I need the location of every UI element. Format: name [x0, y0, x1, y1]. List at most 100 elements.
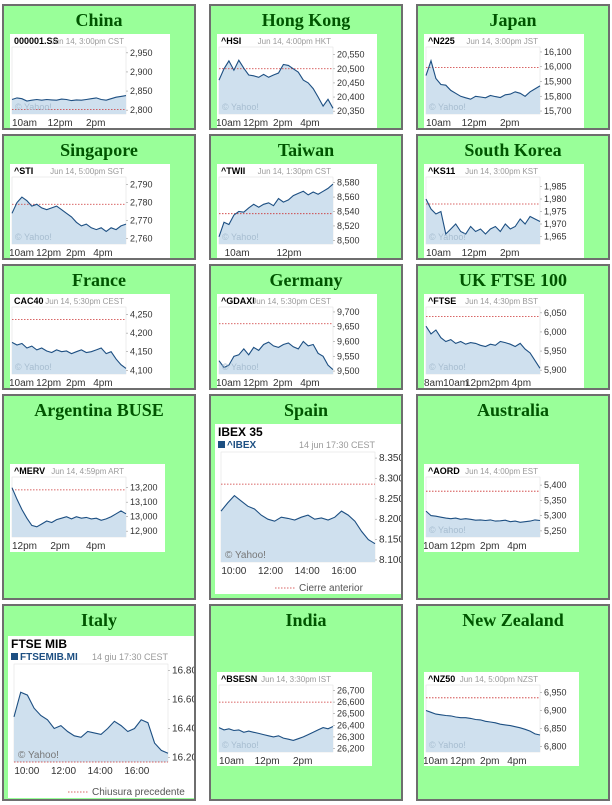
- yahoo-watermark: © Yahoo!: [429, 525, 466, 535]
- x-tick-label: 2pm: [500, 118, 519, 128]
- market-title[interactable]: Spain: [283, 400, 329, 420]
- y-tick-label: 13,100: [130, 497, 158, 507]
- price-area: [426, 60, 540, 114]
- price-line: [218, 59, 334, 109]
- market-title[interactable]: China: [75, 10, 123, 30]
- chart-svg: 1,985 1,980 1,975 1,970 1,965 10am 12pm 2pm ^KS1…: [425, 166, 567, 258]
- index-symbol[interactable]: FTSEMIB.MI: [20, 652, 78, 663]
- x-tick-label: 14:00: [295, 566, 320, 577]
- y-tick-label: 26,300: [337, 732, 365, 742]
- yahoo-watermark: © Yahoo!: [18, 750, 59, 761]
- market-title[interactable]: France: [72, 270, 126, 290]
- y-tick-label: 26,700: [337, 685, 365, 695]
- timestamp: Jun 14, 5:30pm CEST: [252, 297, 331, 306]
- market-title[interactable]: South Korea: [464, 140, 562, 160]
- y-tick-label: 9,600: [337, 337, 360, 347]
- index-symbol[interactable]: ^HSI: [221, 36, 241, 46]
- y-tick-label: 16.600: [172, 694, 196, 705]
- index-symbol[interactable]: ^KS11: [428, 166, 455, 176]
- index-chart[interactable]: 8,580 8,560 8,540 8,520 8,500 10am 12pm ^TWII Ju…: [217, 164, 377, 258]
- index-symbol[interactable]: ^NZ50: [428, 674, 455, 684]
- index-chart[interactable]: 1,985 1,980 1,975 1,970 1,965 10am 12pm 2pm ^KS1…: [424, 164, 584, 258]
- index-chart[interactable]: 6,950 6,900 6,850 6,800 10am 12pm 2pm 4pm ^NZ50 J…: [424, 672, 579, 766]
- index-chart[interactable]: 16,100 16,000 15,900 15,800 15,700 10am 12pm 2p…: [424, 34, 584, 128]
- index-chart[interactable]: 9,700 9,650 9,600 9,550 9,500 10am 12pm 2pm 4pm ^…: [217, 294, 377, 388]
- price-area: [12, 487, 126, 537]
- chart-title: FTSE MIB: [11, 637, 67, 651]
- x-tick-label: 2pm: [66, 248, 85, 258]
- index-chart[interactable]: 2,790 2,780 2,770 2,760 10am 12pm 2pm 4pm ^STI Ju…: [10, 164, 170, 258]
- index-symbol[interactable]: ^IBEX: [227, 440, 257, 451]
- market-title[interactable]: UK FTSE 100: [458, 270, 568, 290]
- y-tick-label: 1,965: [544, 232, 567, 242]
- market-title[interactable]: Taiwan: [277, 140, 335, 160]
- index-symbol[interactable]: ^FTSE: [428, 296, 456, 306]
- market-title[interactable]: Australia: [477, 400, 549, 420]
- index-symbol[interactable]: ^N225: [428, 36, 455, 46]
- timestamp: Jun 14, 4:59pm ART: [51, 467, 124, 476]
- index-chart[interactable]: 2,950 2,900 2,850 2,800 10am 12pm 2pm 000001.SS…: [10, 34, 170, 128]
- x-tick-label: 4pm: [93, 378, 112, 388]
- timestamp: 14 jun 17:30 CEST: [299, 440, 376, 450]
- y-tick-label: 2,770: [130, 216, 153, 226]
- chart-svg: 5,400 5,350 5,300 5,250 10am 12pm 2pm 4pm ^AORD J…: [424, 466, 567, 552]
- x-tick-label: 12pm: [48, 118, 73, 128]
- x-tick-label: 2pm: [500, 248, 519, 258]
- index-symbol[interactable]: ^TWII: [221, 166, 245, 176]
- y-tick-label: 26,400: [337, 720, 365, 730]
- price-line: [11, 487, 127, 528]
- market-title[interactable]: Singapore: [60, 140, 138, 160]
- y-tick-label: 26,200: [337, 744, 365, 754]
- y-tick-label: 6,800: [544, 742, 567, 752]
- y-tick-label: 8.350: [379, 453, 403, 464]
- market-title[interactable]: Italy: [81, 610, 117, 630]
- index-chart[interactable]: 20,550 20,500 20,450 20,400 20,350 10am 12pm 2p…: [217, 34, 377, 128]
- yahoo-watermark: © Yahoo!: [15, 362, 52, 372]
- x-tick-label: 2pm: [273, 378, 292, 388]
- series-swatch: [11, 653, 18, 660]
- index-symbol[interactable]: ^AORD: [428, 466, 460, 476]
- price-line: [11, 196, 127, 233]
- y-tick-label: 15,900: [544, 77, 572, 87]
- x-tick-label: 12:00: [51, 766, 76, 777]
- index-symbol[interactable]: ^STI: [14, 166, 33, 176]
- y-tick-label: 6,900: [544, 705, 567, 715]
- market-title[interactable]: Germany: [269, 270, 343, 290]
- index-chart[interactable]: 4,250 4,200 4,150 4,100 10am 12pm 2pm 4pm CAC40 J…: [10, 294, 170, 388]
- index-symbol[interactable]: CAC40: [14, 296, 44, 306]
- index-symbol[interactable]: 000001.SS: [14, 36, 59, 46]
- price-line: [11, 95, 127, 102]
- y-tick-label: 9,650: [337, 322, 360, 332]
- index-chart[interactable]: 26,700 26,600 26,500 26,400 26,300 26,200 10am…: [217, 672, 372, 766]
- market-cell-south-korea: South Korea 1,985 1,980 1,975 1,970 1,965 10am…: [416, 134, 610, 260]
- timestamp: Jun 14, 3:00pm CST: [51, 37, 124, 46]
- market-title[interactable]: New Zealand: [462, 610, 564, 630]
- market-title[interactable]: Japan: [489, 10, 537, 30]
- market-title[interactable]: Argentina BUSE: [34, 400, 164, 420]
- index-chart[interactable]: 6,050 6,000 5,950 5,900 8am 10am 12pm 2pm 4pm ^FT…: [424, 294, 584, 388]
- y-tick-label: 1,980: [544, 194, 567, 204]
- y-tick-label: 20,450: [337, 78, 365, 88]
- index-chart[interactable]: 13,200 13,100 13,000 12,900 12pm 2pm 4pm ^MERV J…: [10, 464, 165, 552]
- index-chart[interactable]: 5,400 5,350 5,300 5,250 10am 12pm 2pm 4pm ^AORD J…: [424, 464, 579, 552]
- market-title[interactable]: India: [285, 610, 327, 630]
- y-tick-label: 4,250: [130, 310, 153, 320]
- yahoo-watermark: © Yahoo!: [222, 362, 259, 372]
- x-tick-label: 12pm: [243, 118, 268, 128]
- index-chart[interactable]: 8.350 8.300 8.250 8.200 8.150 8.100 10:00 12:00…: [215, 424, 403, 594]
- market-cell-new-zealand: New Zealand 6,950 6,900 6,850 6,800 10am 12pm 2…: [416, 604, 610, 801]
- market-cell-india: India 26,700 26,600 26,500 26,400 26,300 26,20…: [209, 604, 403, 801]
- market-title[interactable]: Hong Kong: [261, 10, 351, 30]
- index-symbol[interactable]: ^BSESN: [221, 674, 257, 684]
- index-symbol[interactable]: ^MERV: [14, 466, 45, 476]
- y-tick-label: 9,550: [337, 351, 360, 361]
- y-tick-label: 5,350: [544, 495, 567, 505]
- y-tick-label: 5,250: [544, 526, 567, 536]
- index-symbol[interactable]: ^GDAXI: [221, 296, 255, 306]
- x-tick-label: 4pm: [512, 378, 531, 388]
- price-area: [219, 726, 333, 752]
- yahoo-watermark: © Yahoo!: [222, 232, 259, 242]
- index-chart[interactable]: 16.800 16.600 16.400 16.200 10:00 12:00 14:00 1…: [8, 636, 196, 798]
- y-tick-label: 5,900: [544, 365, 567, 375]
